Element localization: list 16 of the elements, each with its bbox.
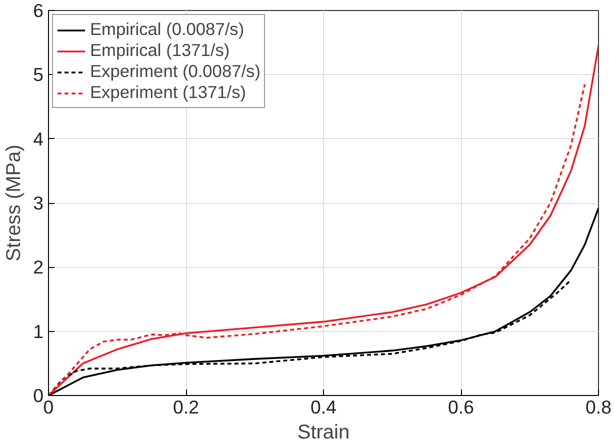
legend-label: Experiment (0.0087/s) xyxy=(90,61,260,82)
legend-label: Empirical (0.0087/s) xyxy=(90,19,244,40)
x-tick-label: 0.4 xyxy=(310,396,336,418)
y-tick-label: 2 xyxy=(33,256,44,278)
y-axis-title: Stress (MPa) xyxy=(3,144,26,262)
legend-label: Experiment (1371/s) xyxy=(90,82,246,103)
x-tick-label: 0.8 xyxy=(586,396,612,418)
y-tick-label: 6 xyxy=(33,0,44,21)
y-tick-label: 5 xyxy=(33,64,44,86)
x-axis-title: Strain xyxy=(297,422,350,444)
y-tick-label: 1 xyxy=(33,320,44,342)
x-tick-label: 0.6 xyxy=(448,396,474,418)
legend-label: Empirical (1371/s) xyxy=(90,40,230,61)
y-tick-label: 3 xyxy=(33,192,44,214)
x-tick-label: 0.2 xyxy=(173,396,199,418)
y-tick-label: 4 xyxy=(33,128,44,150)
